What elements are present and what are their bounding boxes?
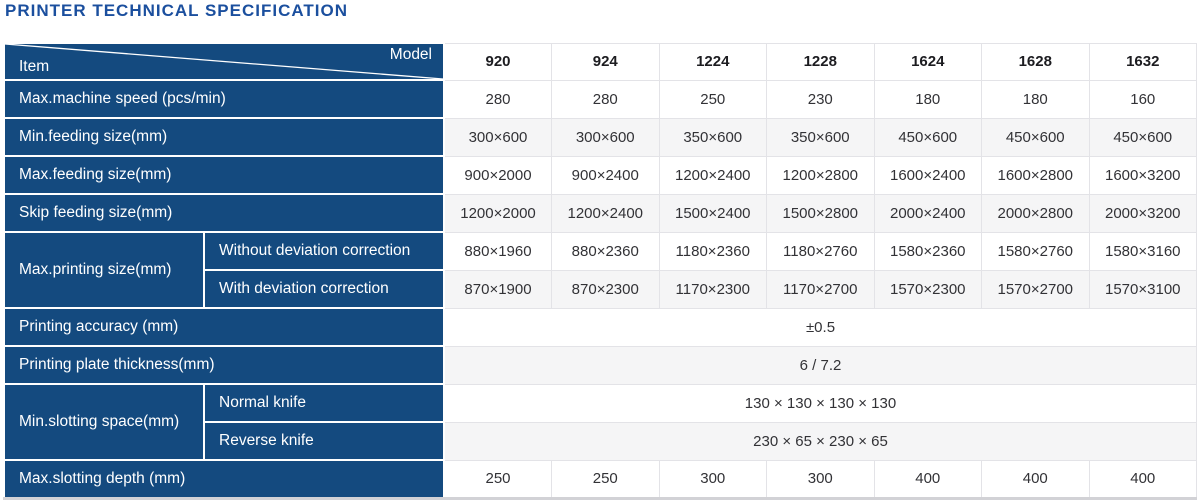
spec-value-cell-merged: 6 / 7.2 xyxy=(443,345,1197,385)
spec-value-cell: 1580×2360 xyxy=(873,231,982,271)
sub-row-label: Without deviation correction xyxy=(203,231,445,271)
spec-value-cell-merged: 230 × 65 × 230 × 65 xyxy=(443,421,1197,461)
spec-value-cell: 1200×2800 xyxy=(766,155,875,195)
sub-row-label: Reverse knife xyxy=(203,421,445,461)
row-slotting-space-reverse-knife: Reverse knife 230 × 65 × 230 × 65 xyxy=(4,421,1197,461)
row-slotting-space-normal-knife: Min.slotting space(mm) Normal knife 130 … xyxy=(3,383,1197,461)
model-column-header: 920 xyxy=(443,42,552,81)
spec-value-cell: 280 xyxy=(551,79,660,119)
spec-value-cell: 300×600 xyxy=(443,117,552,157)
row-label: Max.machine speed (pcs/min) xyxy=(3,79,445,119)
row-printing-accuracy: Printing accuracy (mm) ±0.5 xyxy=(3,307,1197,347)
row-label: Printing plate thickness(mm) xyxy=(3,345,445,385)
spec-value-cell: 880×2360 xyxy=(551,231,660,271)
spec-value-cell: 450×600 xyxy=(1088,117,1197,157)
row-label: Max.printing size(mm) xyxy=(3,231,205,309)
spec-value-cell: 160 xyxy=(1088,79,1197,119)
row-printing-size-with-correction: With deviation correction 870×1900 870×2… xyxy=(4,269,1197,309)
row-label: Skip feeding size(mm) xyxy=(3,193,445,233)
spec-value-cell: 300×600 xyxy=(551,117,660,157)
model-column-header: 1224 xyxy=(658,42,767,81)
spec-value-cell: 1570×2700 xyxy=(981,269,1090,309)
spec-value-cell: 870×1900 xyxy=(443,269,552,309)
spec-value-cell: 1570×2300 xyxy=(873,269,982,309)
spec-value-cell: 1200×2400 xyxy=(658,155,767,195)
diagonal-divider-line xyxy=(5,44,443,79)
spec-value-cell: 400 xyxy=(1088,459,1197,499)
spec-value-cell: 1180×2760 xyxy=(766,231,875,271)
row-max-feeding-size: Max.feeding size(mm) 900×2000 900×2400 1… xyxy=(3,155,1197,195)
spec-value-cell: 400 xyxy=(981,459,1090,499)
spec-value-cell: 1170×2700 xyxy=(766,269,875,309)
spec-value-cell: 180 xyxy=(981,79,1090,119)
spec-value-cell: 450×600 xyxy=(873,117,982,157)
spec-value-cell: 2000×3200 xyxy=(1088,193,1197,233)
model-column-header: 924 xyxy=(551,42,660,81)
spec-value-cell: 250 xyxy=(658,79,767,119)
spec-value-cell: 350×600 xyxy=(658,117,767,157)
spec-value-cell: 1600×2800 xyxy=(981,155,1090,195)
row-skip-feeding-size: Skip feeding size(mm) 1200×2000 1200×240… xyxy=(3,193,1197,233)
row-min-feeding-size: Min.feeding size(mm) 300×600 300×600 350… xyxy=(3,117,1197,157)
spec-value-cell: 1200×2000 xyxy=(443,193,552,233)
spec-value-cell: 280 xyxy=(443,79,552,119)
row-machine-speed: Max.machine speed (pcs/min) 280 280 250 … xyxy=(3,79,1197,119)
spec-value-cell: 250 xyxy=(443,459,552,499)
model-column-header: 1228 xyxy=(766,42,875,81)
spec-value-cell: 1500×2800 xyxy=(766,193,875,233)
row-plate-thickness: Printing plate thickness(mm) 6 / 7.2 xyxy=(3,345,1197,385)
spec-value-cell: 1600×3200 xyxy=(1088,155,1197,195)
sub-row-label: With deviation correction xyxy=(203,269,445,309)
spec-value-cell: 880×1960 xyxy=(443,231,552,271)
model-header-label: Model xyxy=(389,46,432,63)
spec-value-cell: 900×2400 xyxy=(551,155,660,195)
spec-value-cell: 1500×2400 xyxy=(658,193,767,233)
spec-value-cell-merged: 130 × 130 × 130 × 130 xyxy=(443,383,1197,423)
header-row: Model Item 920 924 1224 1228 1624 1628 1… xyxy=(3,42,1197,81)
spec-value-cell: 900×2000 xyxy=(443,155,552,195)
spec-value-cell: 450×600 xyxy=(981,117,1090,157)
spec-value-cell: 350×600 xyxy=(766,117,875,157)
spec-value-cell: 1600×2400 xyxy=(873,155,982,195)
row-max-slotting-depth: Max.slotting depth (mm) 250 250 300 300 … xyxy=(3,459,1197,499)
spec-value-cell: 180 xyxy=(873,79,982,119)
spec-value-cell: 230 xyxy=(766,79,875,119)
spec-value-cell: 300 xyxy=(766,459,875,499)
model-column-header: 1624 xyxy=(873,42,982,81)
spec-value-cell: 300 xyxy=(658,459,767,499)
spec-value-cell: 2000×2400 xyxy=(873,193,982,233)
page-title: PRINTER TECHNICAL SPECIFICATION xyxy=(5,1,348,20)
row-label: Min.slotting space(mm) xyxy=(3,383,205,461)
row-label: Printing accuracy (mm) xyxy=(3,307,445,347)
row-label: Min.feeding size(mm) xyxy=(3,117,445,157)
item-header-label: Item xyxy=(19,58,50,75)
model-column-header: 1628 xyxy=(981,42,1090,81)
spec-value-cell: 250 xyxy=(551,459,660,499)
row-printing-size-without-correction: Max.printing size(mm) Without deviation … xyxy=(3,231,1197,309)
sub-row-label: Normal knife xyxy=(203,383,445,423)
row-label: Max.feeding size(mm) xyxy=(3,155,445,195)
printer-spec-table: Model Item 920 924 1224 1228 1624 1628 1… xyxy=(3,42,1197,500)
spec-value-cell: 1580×2760 xyxy=(981,231,1090,271)
model-column-header: 1632 xyxy=(1088,42,1197,81)
spec-value-cell: 1200×2400 xyxy=(551,193,660,233)
spec-value-cell: 2000×2800 xyxy=(981,193,1090,233)
spec-value-cell: 1170×2300 xyxy=(658,269,767,309)
spec-value-cell: 400 xyxy=(873,459,982,499)
spec-value-cell-merged: ±0.5 xyxy=(443,307,1197,347)
row-label: Max.slotting depth (mm) xyxy=(3,459,445,499)
item-model-header-cell: Model Item xyxy=(3,42,445,81)
spec-value-cell: 870×2300 xyxy=(551,269,660,309)
spec-value-cell: 1570×3100 xyxy=(1088,269,1197,309)
spec-value-cell: 1180×2360 xyxy=(658,231,767,271)
spec-value-cell: 1580×3160 xyxy=(1088,231,1197,271)
